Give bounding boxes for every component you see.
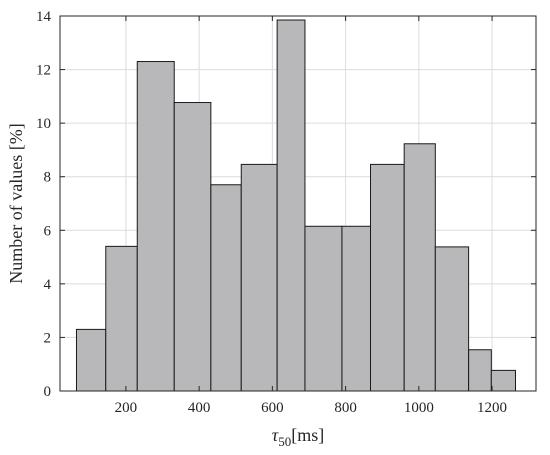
histogram-bar [173,102,212,392]
x-axis-label: τ50[ms] [272,425,324,449]
x-tick-label: 200 [115,400,138,416]
histogram-bar [468,349,492,392]
x-axis-label-unit: [ms] [291,425,324,445]
histogram-bar [490,369,516,392]
histogram-bars [75,19,516,392]
x-tick-label: 400 [188,400,211,416]
y-tick-label: 8 [44,170,52,186]
y-tick-label: 14 [36,9,52,25]
x-tick-label: 800 [334,400,357,416]
x-axis-label-symbol: τ [272,425,279,445]
y-tick-label: 6 [44,223,52,239]
histogram-bar [434,246,470,392]
y-tick-label: 10 [36,116,51,132]
histogram-bar [341,225,371,392]
histogram-bar [210,184,242,392]
axis-ticks: 200 400 600 800 1000 1200 0 2 4 6 8 10 12 14 [36,9,536,416]
histogram-bar [304,225,343,392]
y-axis-label: Number of values [%] [6,123,26,283]
y-tick-label: 0 [44,384,52,400]
histogram-bar [136,61,175,392]
histogram-bar [240,163,278,392]
histogram-bar [276,19,306,392]
histogram-bar [369,163,405,392]
histogram-bar [75,328,107,392]
y-tick-label: 4 [44,277,52,293]
x-axis-label-subscript: 50 [278,434,291,449]
histogram-bar [403,143,436,392]
x-tick-label: 600 [261,400,284,416]
y-tick-label: 2 [44,330,52,346]
x-tick-label: 1000 [404,400,434,416]
histogram-bar [105,245,138,392]
plot-frame [59,15,537,392]
y-tick-label: 12 [36,63,51,79]
x-tick-label: 1200 [477,400,507,416]
